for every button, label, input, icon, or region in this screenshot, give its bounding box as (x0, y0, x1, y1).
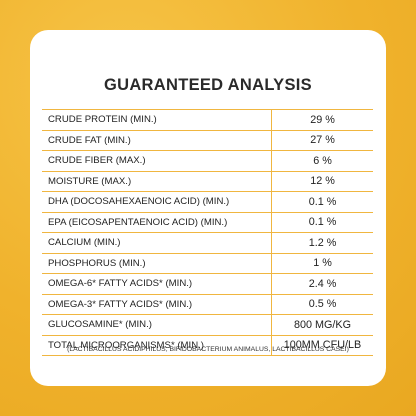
nutrient-value: 27 % (310, 134, 335, 147)
nutrient-value: 0.5 % (308, 298, 337, 311)
table-row: CRUDE FIBER (MAX.) 6 % (42, 151, 373, 172)
table-row: GLUCOSAMINE* (MIN.) 800 MG/KG (42, 315, 373, 336)
page-title: GUARANTEED ANALYSIS (103, 76, 312, 94)
table-row: TOTAL MICROORGANISMS* (MIN.) 100MM CFU/LB (42, 335, 373, 356)
nutrient-label: CRUDE PROTEIN (MIN.) (42, 110, 272, 130)
footnote: (LACTIBACILLUS ACIDIPHILUS, BIFIDOBACTER… (67, 346, 349, 353)
nutrient-label: CRUDE FIBER (MAX.) (42, 151, 272, 171)
analysis-table: CRUDE PROTEIN (MIN.) 29 % CRUDE FAT (MIN.)… (42, 109, 373, 356)
nutrient-label: DHA (DOCOSAHEXAENOIC ACID) (MIN.) (42, 192, 272, 212)
nutrient-value: 1 % (313, 257, 332, 270)
table-row: CALCIUM (MIN.) 1.2 % (42, 233, 373, 254)
table-row: DHA (DOCOSAHEXAENOIC ACID) (MIN.) 0.1 % (42, 192, 373, 213)
nutrient-value: 100MM CFU/LB (283, 339, 362, 352)
nutrient-label: GLUCOSAMINE* (MIN.) (42, 315, 272, 335)
nutrient-value: 800 MG/KG (293, 318, 351, 331)
table-row: EPA (EICOSAPENTAENOIC ACID) (MIN.) 0.1 % (42, 212, 373, 233)
table-row: OMEGA-6* FATTY ACIDS* (MIN.) 2.4 % (42, 274, 373, 295)
nutrient-label: OMEGA-6* FATTY ACIDS* (MIN.) (42, 274, 272, 294)
table-row: PHOSPHORUS (MIN.) 1 % (42, 253, 373, 274)
nutrient-label: MOISTURE (MAX.) (42, 171, 272, 191)
table-row: MOISTURE (MAX.) 12 % (42, 171, 373, 192)
nutrient-label: OMEGA-3* FATTY ACIDS* (MIN.) (42, 294, 272, 314)
table-row: OMEGA-3* FATTY ACIDS* (MIN.) 0.5 % (42, 294, 373, 315)
nutrient-value: 2.4 % (308, 277, 337, 290)
table-row: CRUDE PROTEIN (MIN.) 29 % (42, 110, 373, 131)
nutrient-value: 29 % (310, 113, 335, 126)
nutrient-label: CRUDE FAT (MIN.) (42, 130, 272, 150)
nutrient-label: EPA (EICOSAPENTAENOIC ACID) (MIN.) (42, 212, 272, 232)
nutrient-label: PHOSPHORUS (MIN.) (42, 253, 272, 273)
table-row: CRUDE FAT (MIN.) 27 % (42, 130, 373, 151)
analysis-card: GUARANTEED ANALYSIS CRUDE PROTEIN (MIN.)… (30, 30, 386, 386)
nutrient-label: CALCIUM (MIN.) (42, 233, 272, 253)
nutrient-label: TOTAL MICROORGANISMS* (MIN.) (42, 335, 272, 355)
nutrient-value: 12 % (310, 175, 335, 188)
nutrient-value: 0.1 % (308, 216, 337, 229)
nutrient-value: 6 % (313, 154, 332, 167)
nutrient-value: 1.2 % (308, 236, 337, 249)
nutrient-value: 0.1 % (308, 195, 337, 208)
